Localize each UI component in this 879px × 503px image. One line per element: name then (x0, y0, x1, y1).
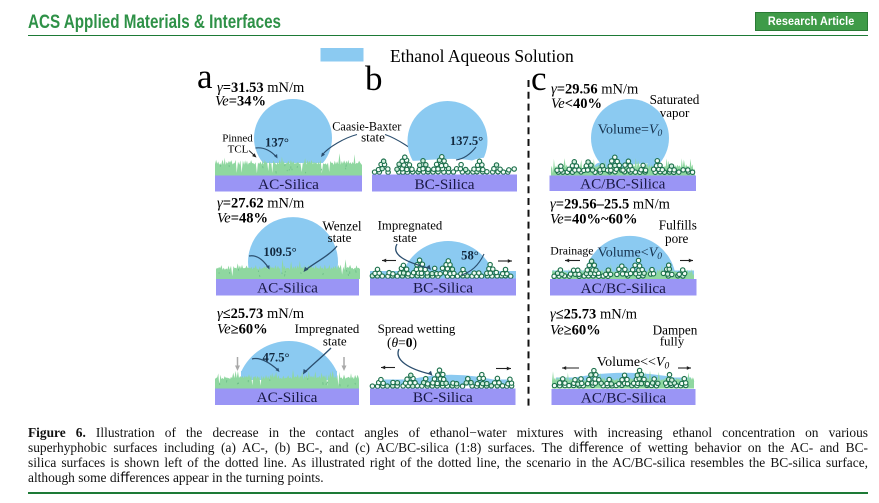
svg-text:Drainage: Drainage (550, 244, 593, 258)
svg-text:vapor: vapor (660, 105, 690, 120)
svg-text:137.5°: 137.5° (450, 134, 483, 148)
svg-text:Ethanol Aqueous Solution: Ethanol Aqueous Solution (390, 46, 574, 66)
svg-text:γ≤25.73 mN/m: γ≤25.73 mN/m (217, 306, 305, 322)
svg-text:BC-Silica: BC-Silica (413, 389, 473, 406)
svg-text:γ=31.53 mN/m: γ=31.53 mN/m (217, 80, 305, 96)
svg-text:Spread wetting: Spread wetting (378, 322, 456, 336)
svg-text:γ≤25.73 mN/m: γ≤25.73 mN/m (550, 307, 638, 323)
svg-text:Dampen: Dampen (653, 322, 698, 337)
svg-text:Pinned: Pinned (222, 133, 253, 145)
svg-text:Ve≥60%: Ve≥60% (217, 322, 268, 338)
svg-text:109.5°: 109.5° (263, 245, 296, 259)
svg-text:TCL: TCL (228, 144, 249, 156)
svg-text:AC-Silica: AC-Silica (258, 176, 319, 193)
svg-text:c: c (531, 59, 547, 98)
svg-text:Ve=40%~60%: Ve=40%~60% (550, 212, 638, 228)
svg-text:Saturated: Saturated (650, 92, 700, 107)
svg-text:Ve≥60%: Ve≥60% (550, 323, 601, 339)
svg-text:AC/BC-Silica: AC/BC-Silica (581, 280, 666, 297)
svg-text:Wenzel: Wenzel (322, 219, 362, 234)
svg-text:pore: pore (665, 231, 689, 246)
svg-text:γ=27.62 mN/m: γ=27.62 mN/m (217, 196, 305, 212)
svg-text:state: state (361, 130, 385, 145)
svg-text:state: state (323, 334, 347, 349)
svg-text:γ=29.56 mN/m: γ=29.56 mN/m (551, 82, 639, 98)
svg-text:Volume=V0: Volume=V0 (598, 123, 663, 140)
svg-text:BC-Silica: BC-Silica (413, 280, 473, 297)
svg-text:γ=29.56–25.5 mN/m: γ=29.56–25.5 mN/m (550, 197, 671, 213)
svg-text:Volume<V0: Volume<V0 (597, 246, 662, 263)
svg-text:Volume<<V0: Volume<<V0 (597, 355, 670, 372)
svg-text:a: a (197, 57, 213, 96)
svg-text:Ve=48%: Ve=48% (217, 211, 268, 227)
svg-text:Ve=34%: Ve=34% (215, 94, 266, 110)
svg-text:(θ=0): (θ=0) (387, 335, 417, 350)
svg-text:state: state (393, 230, 417, 245)
svg-text:Impregnated: Impregnated (378, 218, 443, 232)
svg-text:47.5°: 47.5° (262, 351, 289, 365)
svg-text:state: state (328, 230, 352, 245)
svg-text:Ve<40%: Ve<40% (551, 96, 602, 112)
svg-text:fully: fully (660, 334, 685, 349)
svg-text:AC-Silica: AC-Silica (257, 280, 318, 297)
svg-text:AC-Silica: AC-Silica (257, 389, 318, 406)
svg-text:58°: 58° (461, 249, 479, 263)
svg-text:Caasie-Baxter: Caasie-Baxter (332, 120, 401, 134)
svg-text:AC/BC-Silica: AC/BC-Silica (580, 176, 665, 193)
svg-text:AC/BC-Silica: AC/BC-Silica (581, 390, 666, 407)
svg-text:Impregnated: Impregnated (295, 322, 360, 336)
svg-text:b: b (365, 59, 383, 98)
svg-text:Fulfills: Fulfills (659, 217, 697, 232)
svg-text:BC-Silica: BC-Silica (415, 176, 475, 193)
svg-text:137°: 137° (265, 136, 289, 150)
